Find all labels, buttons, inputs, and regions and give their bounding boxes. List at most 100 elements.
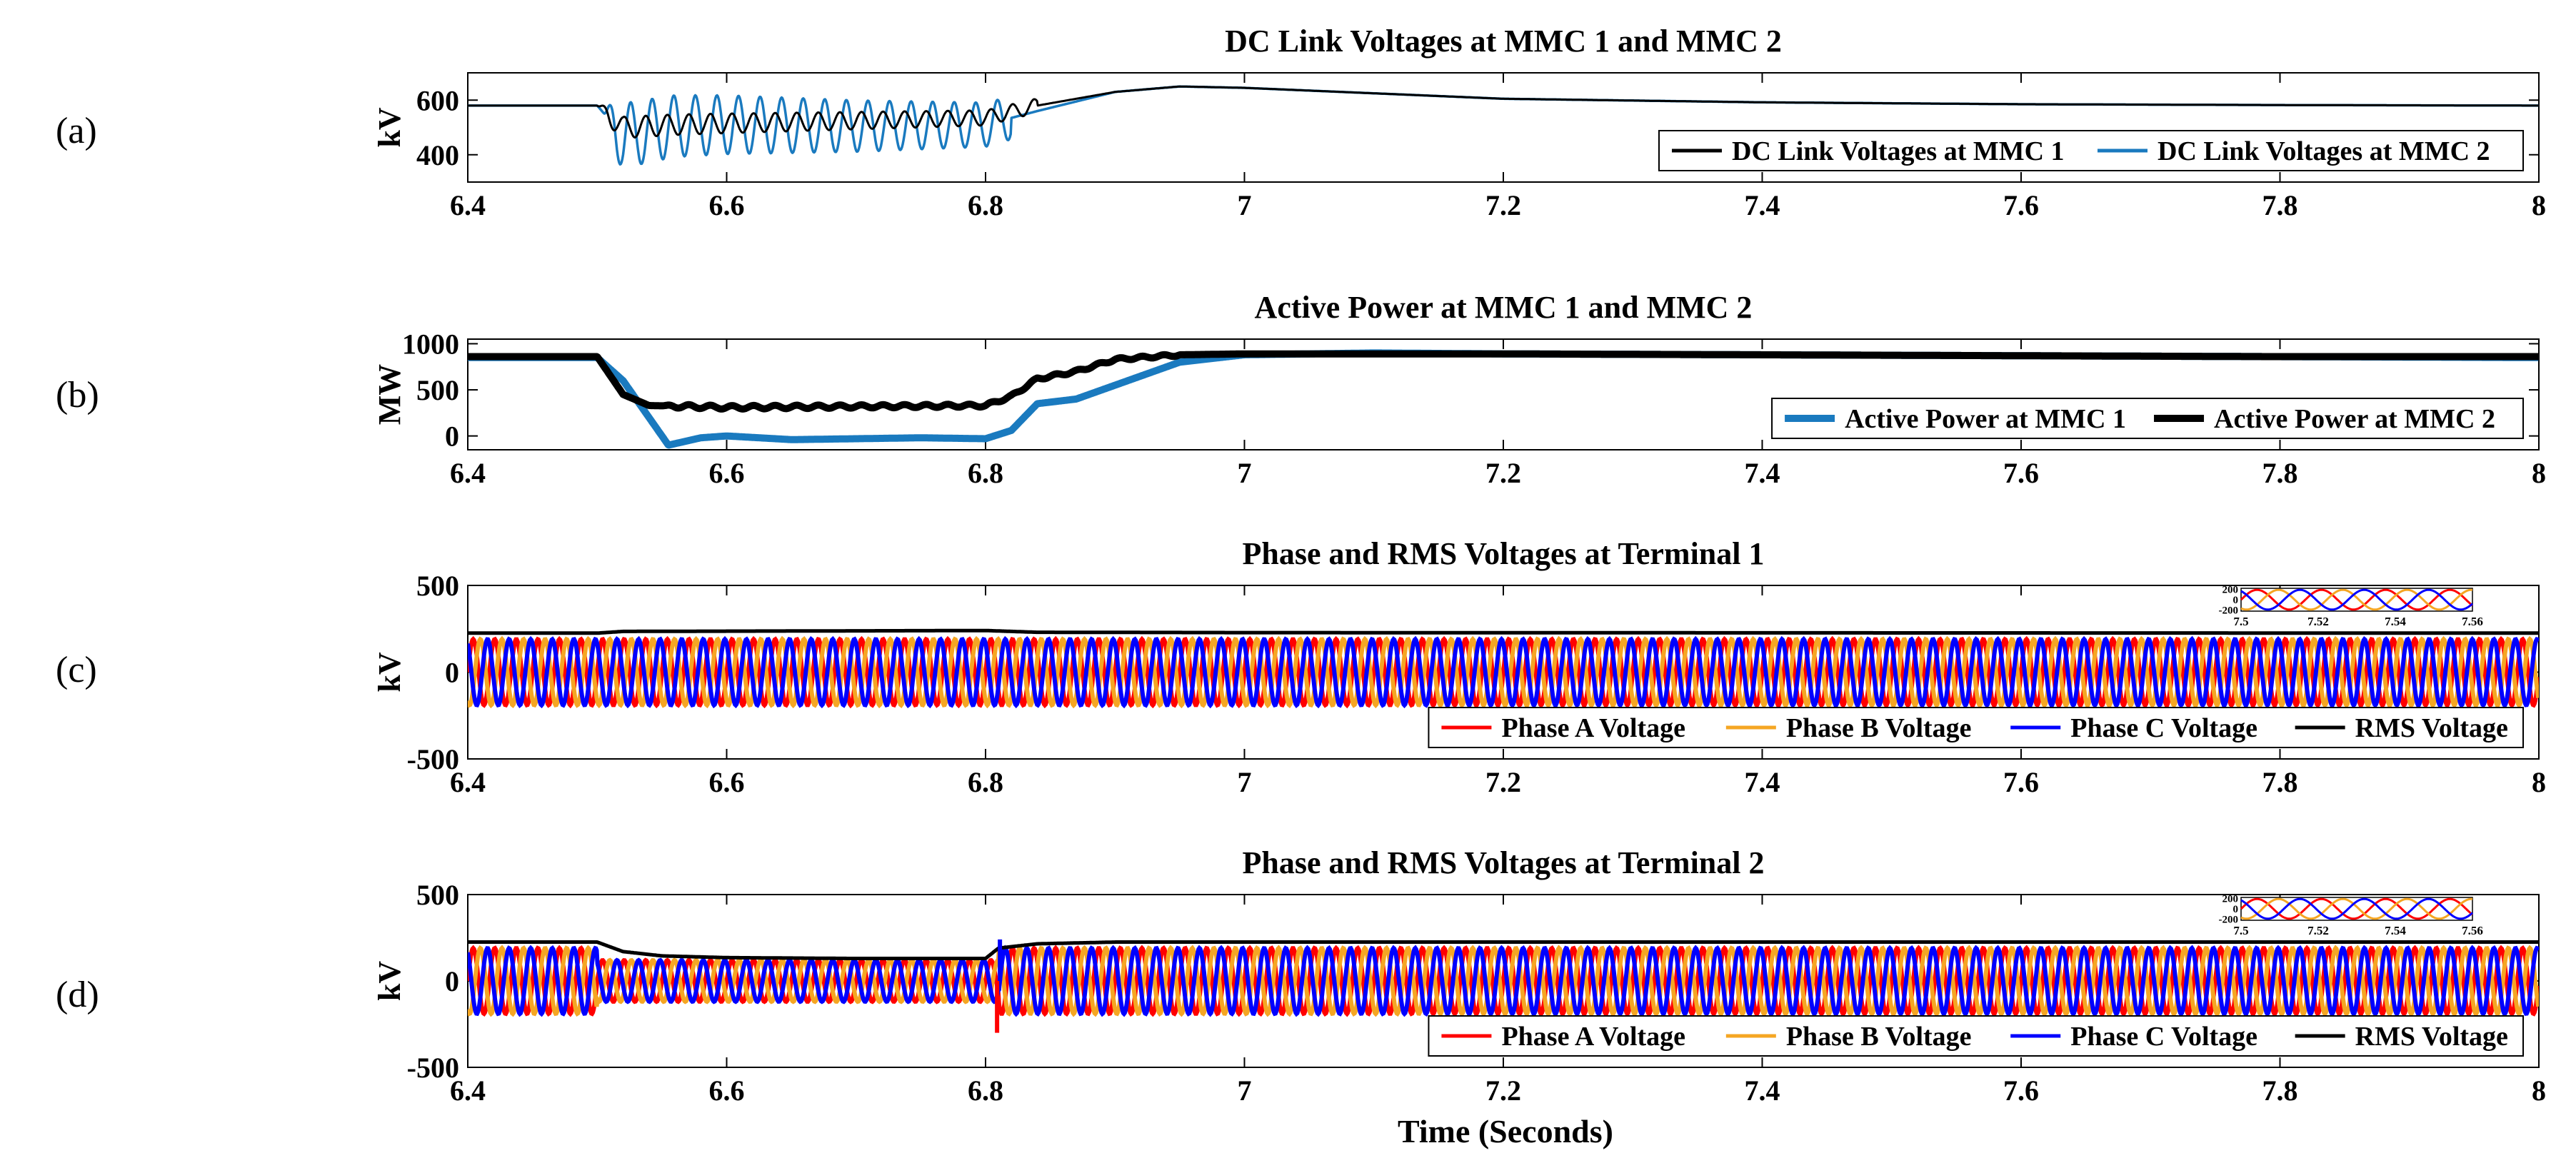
- chart-title: DC Link Voltages at MMC 1 and MMC 2: [1225, 24, 1782, 59]
- panel-c: (c) Phase and RMS Voltages at Terminal 1 k…: [56, 536, 2546, 798]
- y-axis-label: kV: [372, 107, 407, 147]
- x-tick-label: 7: [1238, 1074, 1252, 1107]
- plot-area: [468, 85, 2539, 166]
- x-tick-label: 7.6: [2003, 1074, 2039, 1107]
- x-tick-label: 7.6: [2003, 457, 2039, 489]
- panel-label: (b): [56, 375, 99, 416]
- x-tick-label: 7.8: [2262, 457, 2298, 489]
- x-tick-label: 6.6: [709, 189, 745, 221]
- legend-box: [1658, 130, 2524, 171]
- panel-d: (d) Phase and RMS Voltages at Terminal 2 k…: [56, 845, 2546, 1107]
- y-tick-label: 500: [416, 570, 459, 602]
- x-tick-label: 7.8: [2262, 1074, 2298, 1107]
- x-tick-label: 7.4: [1745, 1074, 1780, 1107]
- series-line-4: [468, 628, 2539, 635]
- y-tick-label: 0: [445, 657, 459, 689]
- series-line-1: [468, 635, 2539, 709]
- plot-area: [468, 628, 2539, 709]
- x-tick-label: 7.2: [1485, 766, 1521, 798]
- legend-entry: DC Link Voltages at MMC 1: [1732, 136, 2065, 166]
- legend-entry: Active Power at MMC 1: [1845, 404, 2126, 434]
- legend-entry: Phase B Voltage: [1786, 1022, 1972, 1052]
- legend: Phase A Voltage Phase B Voltage Phase C Vo…: [1428, 1015, 2524, 1057]
- inset-series-2: [2240, 897, 2473, 920]
- inset-x-tick-label: 7.52: [2307, 924, 2329, 937]
- series-line-2: [468, 635, 2539, 709]
- y-tick-label: 0: [445, 965, 459, 997]
- series-line-2: [468, 350, 2539, 413]
- x-tick-label: 6.4: [450, 1074, 486, 1107]
- panel-a: (a) DC Link Voltages at MMC 1 and MMC 2 kV…: [56, 24, 2546, 221]
- x-tick-label: 7.6: [2003, 189, 2039, 221]
- series-line-3: [468, 945, 2539, 1017]
- x-tick-label: 7.4: [1745, 766, 1780, 798]
- y-axis-label: kV: [372, 961, 407, 1001]
- x-tick-label: 7.6: [2003, 766, 2039, 798]
- panel-b: (b) Active Power at MMC 1 and MMC 2 MW 6.4 6…: [56, 290, 2546, 489]
- y-tick-label: 500: [416, 879, 459, 911]
- y-tick-label: 600: [416, 84, 459, 116]
- inset-x-tick-label: 7.5: [2233, 615, 2248, 628]
- legend-box: [1771, 398, 2525, 439]
- inset-series-1: [2240, 897, 2473, 920]
- inset-x-tick-label: 7.56: [2462, 924, 2483, 937]
- x-tick-label: 6.8: [968, 766, 1003, 798]
- x-tick-label: 6.6: [709, 1074, 745, 1107]
- inset-y-tick-label: 0: [2233, 904, 2239, 915]
- panel-label: (c): [56, 650, 97, 690]
- chart-title: Active Power at MMC 1 and MMC 2: [1255, 290, 1753, 325]
- y-tick-label: 500: [416, 374, 459, 406]
- y-tick-label: 400: [416, 139, 459, 171]
- x-tick-label: 7.2: [1485, 457, 1521, 489]
- x-tick-label: 6.8: [968, 457, 1003, 489]
- x-tick-label: 7: [1238, 457, 1252, 489]
- inset-x-tick-label: 7.52: [2307, 615, 2329, 628]
- legend-entry: Phase A Voltage: [1501, 1022, 1685, 1052]
- series-line-4: [468, 940, 2539, 960]
- x-tick-label: 6.4: [450, 766, 486, 798]
- legend-entry: RMS Voltage: [2355, 1022, 2508, 1052]
- legend: Phase A Voltage Phase B Voltage Phase C Vo…: [1428, 707, 2524, 748]
- x-tick-label: 8: [2532, 1074, 2546, 1107]
- legend-entry: Active Power at MMC 2: [2214, 404, 2495, 434]
- legend: DC Link Voltages at MMC 1 DC Link Voltage…: [1658, 130, 2524, 171]
- inset-y-tick-label: -200: [2219, 915, 2239, 926]
- x-tick-label: 7: [1238, 766, 1252, 798]
- panel-label: (d): [56, 975, 99, 1015]
- inset-x-tick-label: 7.54: [2385, 924, 2406, 937]
- series-line-3: [468, 635, 2539, 709]
- y-tick-label: 0: [445, 421, 459, 453]
- legend-entry: Phase C Voltage: [2070, 1022, 2257, 1052]
- x-tick-label: 6.8: [968, 189, 1003, 221]
- plot-area: [468, 939, 2539, 1033]
- x-tick-label: 6.6: [709, 766, 745, 798]
- inset-y-tick-label: 200: [2222, 584, 2239, 595]
- inset-y-tick-label: 0: [2233, 595, 2239, 606]
- legend-entry: RMS Voltage: [2355, 713, 2508, 743]
- series-line-2: [468, 945, 2539, 1017]
- legend-entry: Phase A Voltage: [1501, 713, 1685, 743]
- y-tick-label: 1000: [402, 328, 459, 360]
- chart-title: Phase and RMS Voltages at Terminal 1: [1243, 536, 1765, 571]
- legend-entry: DC Link Voltages at MMC 2: [2157, 136, 2490, 166]
- inset-x-tick-label: 7.54: [2385, 615, 2406, 628]
- inset-y-tick-label: 200: [2222, 893, 2239, 905]
- inset-series-1: [2240, 588, 2473, 611]
- x-tick-label: 7.2: [1485, 189, 1521, 221]
- x-tick-label: 6.4: [450, 457, 486, 489]
- x-tick-label: 7.8: [2262, 766, 2298, 798]
- y-axis-label: kV: [372, 652, 407, 692]
- plot-area: [468, 349, 2539, 449]
- x-tick-label: 8: [2532, 457, 2546, 489]
- x-tick-label: 7.4: [1745, 457, 1780, 489]
- y-axis-label: MW: [372, 364, 407, 426]
- inset-x-tick-label: 7.56: [2462, 615, 2483, 628]
- legend-entry: Phase B Voltage: [1786, 713, 1972, 743]
- inset-series-3: [2240, 897, 2474, 920]
- y-tick-label: -500: [407, 743, 459, 775]
- panels: (a) DC Link Voltages at MMC 1 and MMC 2 kV…: [56, 24, 2546, 1107]
- x-tick-label: 7.2: [1485, 1074, 1521, 1107]
- x-tick-label: 6.8: [968, 1074, 1003, 1107]
